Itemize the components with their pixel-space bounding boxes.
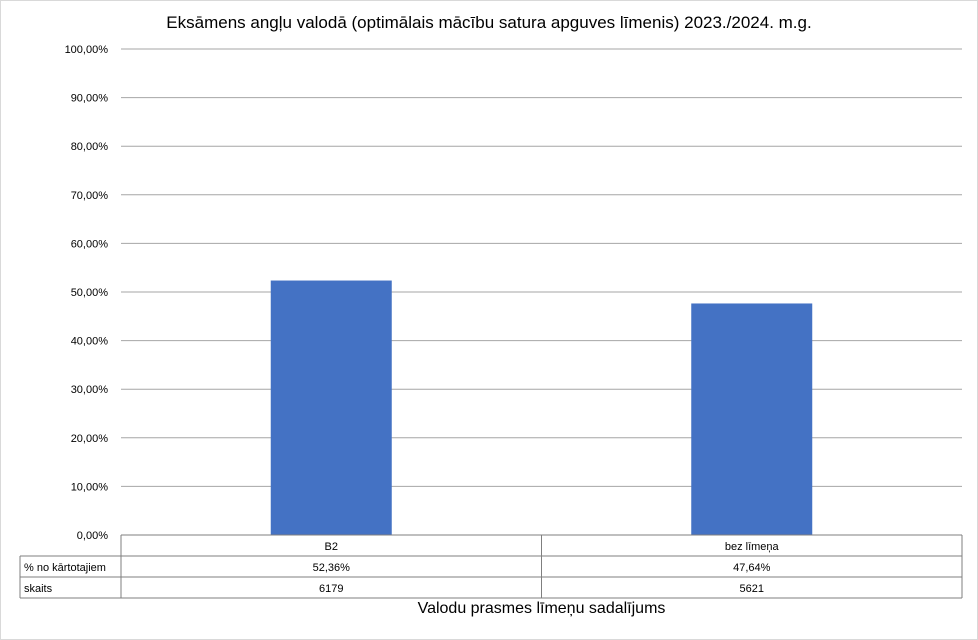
y-tick-label: 90,00% [71,93,109,105]
y-tick-label: 30,00% [71,384,109,396]
x-axis-title: Valodu prasmes līmeņu sadalījums [417,600,666,617]
chart-title: Eksāmens angļu valodā (optimālais mācību… [166,13,812,32]
y-tick-label: 50,00% [71,287,109,299]
table-cell: 6179 [319,583,343,595]
table-row-label: % no kārtotajiem [24,562,106,574]
bar [270,280,392,535]
category-label: B2 [325,541,338,553]
category-label: bez līmeņa [725,541,780,553]
y-tick-label: 60,00% [71,238,109,250]
bar [691,303,813,535]
y-tick-label: 10,00% [71,481,109,493]
y-tick-label: 100,00% [65,44,109,56]
y-tick-label: 40,00% [71,336,109,348]
y-tick-label: 80,00% [71,141,109,153]
y-tick-label: 20,00% [71,433,109,445]
table-cell: 5621 [740,583,764,595]
y-tick-label: 70,00% [71,190,109,202]
y-tick-label: 0,00% [77,530,108,542]
table-row-label: skaits [24,583,53,595]
table-cell: 47,64% [733,562,771,574]
table-cell: 52,36% [313,562,351,574]
